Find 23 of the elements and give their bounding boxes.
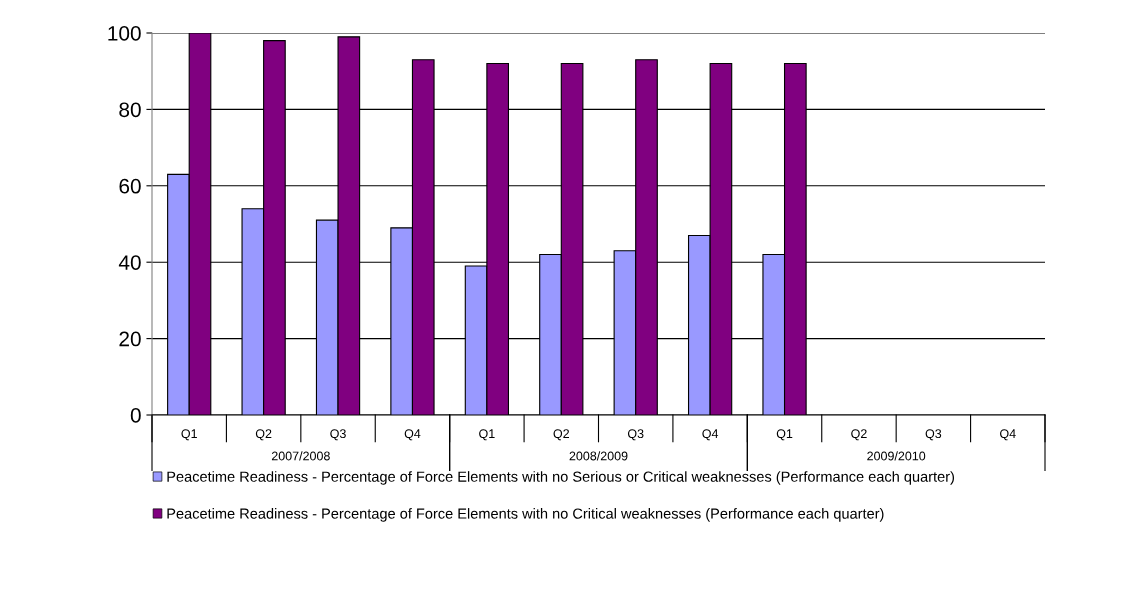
y-tick-label: 40: [118, 255, 141, 270]
y-tick-label: 100: [108, 26, 141, 41]
x-tick-label: Q4: [1000, 429, 1016, 441]
x-tick-label: Q3: [925, 429, 942, 441]
x-tick-label: Q1: [776, 429, 793, 441]
legend-label: Peacetime Readiness - Percentage of Force Elements with no Serious or Critical weaknesses (Performance each quarter): [167, 471, 955, 485]
text: 2008/2009: [569, 451, 628, 461]
y-tick-label: 0: [130, 408, 141, 423]
y-tick-label: 20: [119, 331, 141, 347]
x-tick-label: Q1: [479, 429, 495, 441]
x-tick-label: Q4: [702, 429, 719, 441]
x-tick-label: Q1: [181, 429, 197, 441]
x-tick-label: Q3: [627, 429, 644, 441]
text: 2009/2010: [867, 451, 926, 461]
x-tick-label: Q4: [404, 429, 421, 441]
x-tick-label: Q2: [255, 429, 272, 441]
y-tick-label: 80: [119, 102, 141, 118]
x-tick-label: Q3: [330, 429, 346, 441]
y-tick-label: 60: [119, 178, 141, 194]
text: 2007/2008: [271, 451, 330, 461]
x-tick-label: Q2: [851, 429, 867, 441]
legend-label: Peacetime Readiness - Percentage of Force Elements with no Critical weaknesses (Performance each quarter): [167, 508, 884, 522]
x-tick-label: Q2: [553, 429, 569, 441]
